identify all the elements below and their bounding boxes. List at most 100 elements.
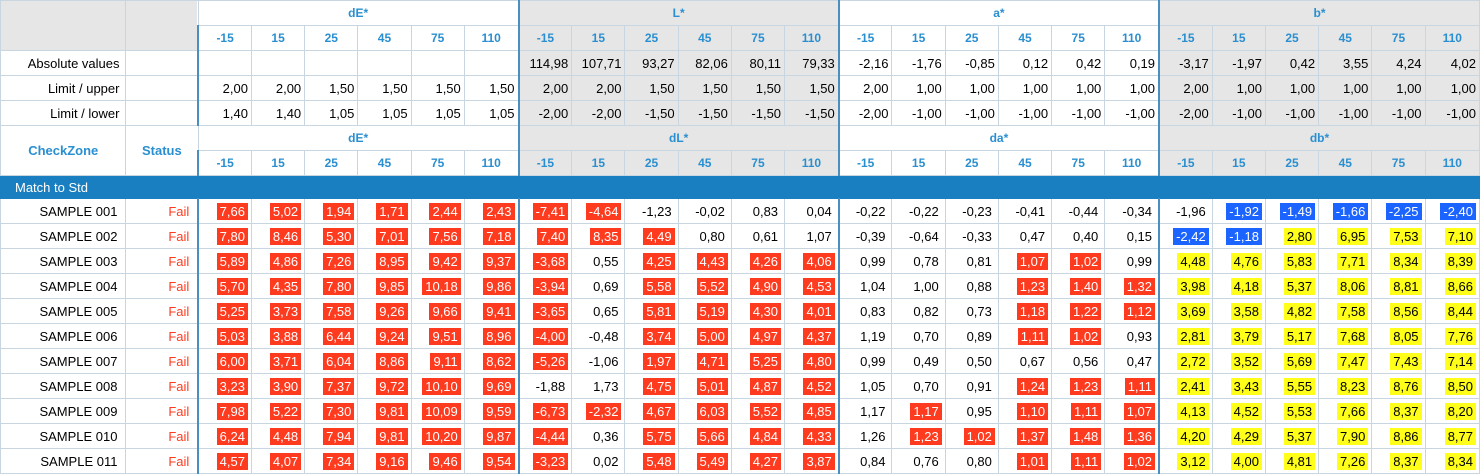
value-cell[interactable]: 7,30	[304, 398, 359, 424]
sample-name[interactable]: SAMPLE 006	[0, 323, 127, 349]
value-cell[interactable]: 7,94	[304, 423, 359, 449]
value-cell[interactable]: 4,80	[784, 348, 840, 374]
value-cell[interactable]: 7,98	[197, 398, 252, 424]
value-cell[interactable]: 1,02	[944, 423, 999, 449]
value-cell[interactable]: 0,47	[1104, 348, 1160, 374]
value-cell[interactable]: 0,76	[891, 448, 946, 474]
value-cell[interactable]: 1,73	[571, 373, 626, 399]
value-cell[interactable]: -3,68	[517, 248, 573, 274]
value-cell[interactable]: 1,24	[997, 373, 1053, 399]
value-cell[interactable]: 4,71	[677, 348, 732, 374]
value-cell[interactable]: 8,46	[250, 223, 306, 249]
sample-name[interactable]: SAMPLE 002	[0, 223, 127, 249]
value-cell[interactable]: -2,32	[571, 398, 626, 424]
value-cell[interactable]: 0,69	[571, 273, 626, 299]
value-cell[interactable]: 6,04	[304, 348, 359, 374]
sample-name[interactable]: SAMPLE 010	[0, 423, 127, 449]
value-cell[interactable]: 3,52	[1211, 348, 1266, 374]
value-cell[interactable]: 1,11	[997, 323, 1053, 349]
value-cell[interactable]: 6,44	[304, 323, 359, 349]
value-cell[interactable]: 1,37	[997, 423, 1053, 449]
value-cell[interactable]: 1,22	[1051, 298, 1106, 324]
value-cell[interactable]: 8,37	[1371, 398, 1426, 424]
value-cell[interactable]: -6,73	[517, 398, 573, 424]
value-cell[interactable]: 5,75	[624, 423, 679, 449]
value-cell[interactable]: 4,75	[624, 373, 679, 399]
value-cell[interactable]: 8,95	[357, 248, 412, 274]
value-cell[interactable]: 1,32	[1104, 273, 1160, 299]
value-cell[interactable]: 8,37	[1371, 448, 1426, 474]
value-cell[interactable]: -1,06	[571, 348, 626, 374]
value-cell[interactable]: 1,11	[1104, 373, 1160, 399]
value-cell[interactable]: -1,49	[1264, 198, 1320, 224]
value-cell[interactable]: 5,00	[677, 323, 732, 349]
value-cell[interactable]: -0,39	[837, 223, 893, 249]
value-cell[interactable]: -3,65	[517, 298, 573, 324]
value-cell[interactable]: 9,24	[357, 323, 412, 349]
table-row[interactable]: SAMPLE 011 Fail 4,57 4,07 7,34 9,16 9,46 9,54 -3…	[0, 448, 1480, 474]
value-cell[interactable]: 3,23	[197, 373, 252, 399]
value-cell[interactable]: 9,59	[463, 398, 520, 424]
value-cell[interactable]: 5,22	[250, 398, 306, 424]
value-cell[interactable]: 0,81	[944, 248, 999, 274]
value-cell[interactable]: 2,43	[463, 198, 520, 224]
value-cell[interactable]: 0,99	[837, 348, 893, 374]
value-cell[interactable]: 4,13	[1158, 398, 1213, 424]
value-cell[interactable]: 7,66	[197, 198, 252, 224]
value-cell[interactable]: 8,56	[1371, 298, 1426, 324]
value-cell[interactable]: 0,36	[571, 423, 626, 449]
value-cell[interactable]: 0,80	[944, 448, 999, 474]
value-cell[interactable]: 4,86	[250, 248, 306, 274]
value-cell[interactable]: 1,05	[837, 373, 893, 399]
value-cell[interactable]: 0,47	[997, 223, 1053, 249]
value-cell[interactable]: 4,85	[784, 398, 840, 424]
value-cell[interactable]: 8,44	[1424, 298, 1480, 324]
value-cell[interactable]: 8,86	[357, 348, 412, 374]
value-cell[interactable]: 4,35	[250, 273, 306, 299]
value-cell[interactable]: 7,40	[517, 223, 573, 249]
value-cell[interactable]: 0,61	[730, 223, 786, 249]
value-cell[interactable]: 5,25	[730, 348, 786, 374]
value-cell[interactable]: 8,86	[1371, 423, 1426, 449]
value-cell[interactable]: 1,04	[837, 273, 893, 299]
value-cell[interactable]: 8,20	[1424, 398, 1480, 424]
value-cell[interactable]: 2,80	[1264, 223, 1320, 249]
value-cell[interactable]: 0,73	[944, 298, 999, 324]
value-cell[interactable]: 5,83	[1264, 248, 1320, 274]
value-cell[interactable]: 5,48	[624, 448, 679, 474]
value-cell[interactable]: 3,58	[1211, 298, 1266, 324]
value-cell[interactable]: 5,49	[677, 448, 732, 474]
value-cell[interactable]: 0,70	[891, 373, 946, 399]
value-cell[interactable]: 1,19	[837, 323, 893, 349]
table-row[interactable]: SAMPLE 001 Fail 7,66 5,02 1,94 1,71 2,44 2,43 -7…	[0, 198, 1480, 224]
sample-name[interactable]: SAMPLE 001	[0, 198, 127, 224]
value-cell[interactable]: 4,00	[1211, 448, 1266, 474]
value-cell[interactable]: 10,10	[410, 373, 465, 399]
value-cell[interactable]: -0,44	[1051, 198, 1106, 224]
value-cell[interactable]: 7,80	[197, 223, 252, 249]
value-cell[interactable]: 1,02	[1051, 248, 1106, 274]
value-cell[interactable]: 9,26	[357, 298, 412, 324]
value-cell[interactable]: 4,81	[1264, 448, 1320, 474]
value-cell[interactable]: 0,83	[837, 298, 893, 324]
value-cell[interactable]: 7,76	[1424, 323, 1480, 349]
value-cell[interactable]: 0,50	[944, 348, 999, 374]
value-cell[interactable]: 1,23	[1051, 373, 1106, 399]
value-cell[interactable]: 7,34	[304, 448, 359, 474]
value-cell[interactable]: -1,23	[624, 198, 679, 224]
band-label[interactable]: Match to Std	[0, 175, 1480, 199]
value-cell[interactable]: 5,81	[624, 298, 679, 324]
value-cell[interactable]: 4,48	[1158, 248, 1213, 274]
value-cell[interactable]: -2,25	[1371, 198, 1426, 224]
value-cell[interactable]: 5,55	[1264, 373, 1320, 399]
value-cell[interactable]: 1,10	[997, 398, 1053, 424]
value-cell[interactable]: 4,52	[1211, 398, 1266, 424]
value-cell[interactable]: 7,14	[1424, 348, 1480, 374]
table-row[interactable]: SAMPLE 003 Fail 5,89 4,86 7,26 8,95 9,42 9,37 -3…	[0, 248, 1480, 274]
value-cell[interactable]: 0,67	[997, 348, 1053, 374]
table-row[interactable]: SAMPLE 008 Fail 3,23 3,90 7,37 9,72 10,10 9,69 -…	[0, 373, 1480, 399]
value-cell[interactable]: 0,99	[1104, 248, 1160, 274]
checkzone-header[interactable]: CheckZone	[0, 125, 127, 176]
value-cell[interactable]: 5,89	[197, 248, 252, 274]
value-cell[interactable]: 5,69	[1264, 348, 1320, 374]
